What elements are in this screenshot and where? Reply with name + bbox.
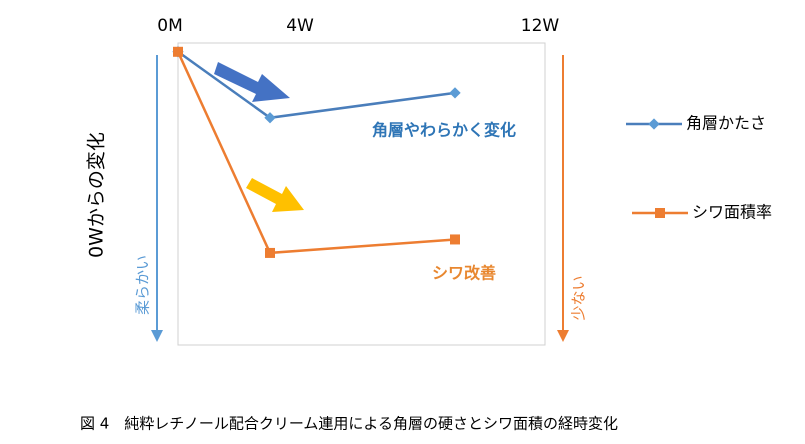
yellow-trend-arrow [246,178,304,212]
right-arrow-label: 少ない [570,275,588,320]
right-arrow-head [557,330,569,342]
annotation: 角層やわらかく変化 [372,121,516,140]
left-arrow-head [151,330,163,342]
caption: 図 4 純粋レチノール配合クリーム連用による角層の硬さとシワ面積の経時変化 [80,415,618,433]
legend-marker [648,118,660,130]
y-axis-label: 0Wからの変化 [86,132,108,258]
marker [450,234,460,245]
legend-marker [655,208,665,218]
series-line [177,50,456,120]
marker [449,87,461,99]
blue-trend-arrow [214,62,290,102]
annotation: シワ改善 [432,264,496,283]
left-arrow-label: 柔らかい [134,255,152,315]
legend-label: シワ面積率 [692,203,772,222]
x-tick-label: 4W [286,16,314,36]
marker [173,46,183,57]
x-tick-label: 12W [521,16,560,36]
marker [265,247,275,258]
plot-frame [177,42,546,346]
legend-label: 角層かたさ [686,114,766,133]
x-tick-label: 0M [157,16,182,36]
